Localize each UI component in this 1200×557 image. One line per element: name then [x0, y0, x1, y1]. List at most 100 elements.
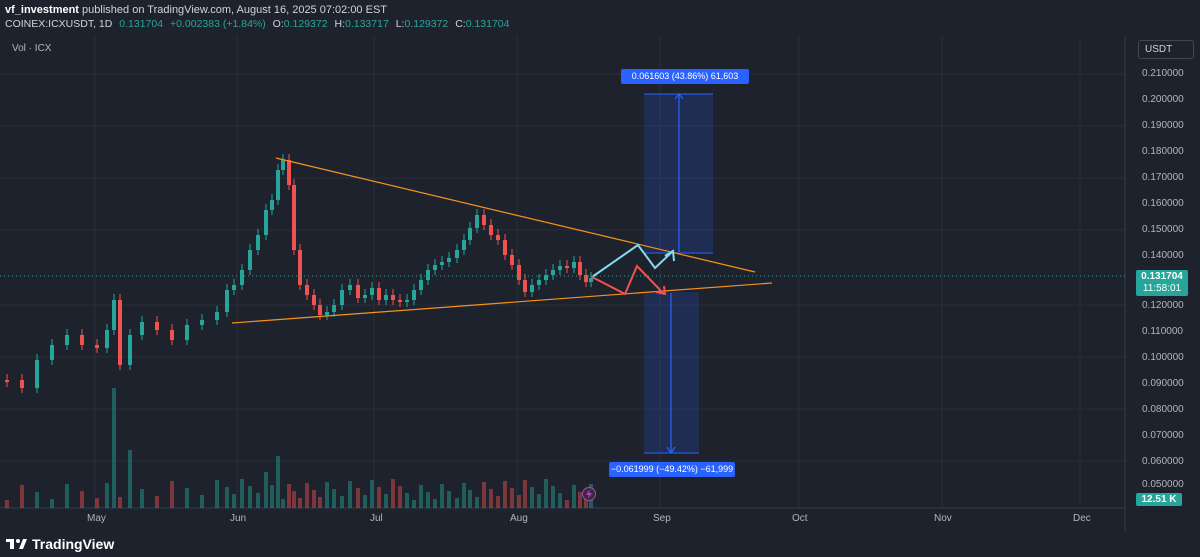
candle [340, 290, 344, 305]
volume-bar [232, 494, 236, 508]
candle [5, 380, 9, 382]
candle [112, 300, 116, 330]
current-price-badge: 0.131704 11:58:01 [1136, 270, 1188, 296]
price-tick: 0.080000 [1142, 404, 1184, 415]
volume-bar [298, 498, 302, 508]
tradingview-brand[interactable]: TradingView [6, 536, 114, 552]
volume-bar [447, 491, 451, 508]
candle [298, 250, 302, 285]
volume-bar [292, 491, 296, 508]
volume-series [5, 388, 593, 508]
volume-bar [170, 481, 174, 508]
volume-bar [482, 482, 486, 508]
candle [363, 295, 367, 298]
volume-badge: 12.51 K [1136, 493, 1182, 506]
low-label: L: [395, 18, 405, 30]
volume-bar [578, 492, 582, 508]
volume-bar [50, 499, 54, 508]
ohlc-legend: COINEX:ICXUSDT, 1D 0.131704 +0.002383 (+… [5, 18, 513, 30]
flash-icon[interactable] [582, 487, 596, 501]
chart-pane[interactable] [0, 36, 1200, 532]
volume-bar [340, 496, 344, 508]
publish-info: vf_investment published on TradingView.c… [5, 4, 387, 16]
candle [405, 300, 409, 302]
symbol-line[interactable]: COINEX:ICXUSDT, 1D [5, 18, 113, 30]
last-price: 0.131704 [119, 18, 164, 30]
volume-bar [112, 388, 116, 508]
candle [256, 235, 260, 250]
measure-down-label: −0.061999 (−49.42%) −61,999 [609, 462, 735, 477]
candle [240, 270, 244, 285]
candle [517, 265, 521, 280]
volume-bar [370, 480, 374, 508]
volume-bar [95, 498, 99, 508]
time-axis[interactable] [0, 508, 1125, 528]
volume-bar [35, 492, 39, 508]
candle [270, 200, 274, 210]
candle [50, 345, 54, 360]
brand-name: TradingView [32, 536, 115, 552]
candle [225, 290, 229, 312]
volume-bar [398, 486, 402, 508]
price-tick: 0.170000 [1142, 172, 1184, 183]
price-tick: 0.070000 [1142, 430, 1184, 441]
time-tick: Oct [792, 513, 808, 524]
volume-bar [225, 487, 229, 508]
footer [0, 532, 1200, 557]
candle [426, 270, 430, 280]
candle [589, 278, 593, 282]
volume-bar [348, 481, 352, 508]
candle [65, 335, 69, 345]
volume-bar [496, 496, 500, 508]
candle [35, 360, 39, 388]
candle [215, 312, 219, 320]
price-tick: 0.160000 [1142, 198, 1184, 209]
candle [584, 275, 588, 282]
volume-bar [240, 479, 244, 508]
volume-bar [405, 493, 409, 508]
price-tick: 0.060000 [1142, 456, 1184, 467]
candle [276, 170, 280, 200]
published-text: published on TradingView.com, August 16,… [82, 4, 388, 16]
candle [440, 262, 444, 265]
candle [572, 262, 576, 268]
price-tick: 0.100000 [1142, 352, 1184, 363]
volume-bar [128, 450, 132, 508]
candle [118, 300, 122, 365]
currency-button[interactable]: USDT [1138, 40, 1194, 59]
volume-bar [65, 484, 69, 508]
close-value: 0.131704 [465, 18, 510, 30]
candle [447, 258, 451, 262]
volume-bar [256, 493, 260, 508]
author-name[interactable]: vf_investment [5, 4, 79, 16]
volume-bar [544, 479, 548, 508]
price-tick: 0.150000 [1142, 224, 1184, 235]
volume-bar [412, 500, 416, 508]
volume-bar [377, 487, 381, 508]
time-tick: Jul [370, 513, 383, 524]
volume-bar [140, 489, 144, 508]
volume-bar [318, 497, 322, 508]
candle [185, 325, 189, 340]
candle [200, 320, 204, 325]
candle [530, 285, 534, 292]
candle [80, 335, 84, 345]
candle [281, 160, 285, 170]
price-tick: 0.190000 [1142, 120, 1184, 131]
volume-bar [551, 486, 555, 508]
candle [155, 322, 159, 330]
candle [482, 215, 486, 225]
volume-bar [455, 498, 459, 508]
candle [170, 330, 174, 340]
candle [312, 295, 316, 305]
high-value: 0.133717 [344, 18, 389, 30]
open-value: 0.129372 [283, 18, 328, 30]
volume-bar [215, 480, 219, 508]
volume-bar [5, 500, 9, 508]
candle [140, 322, 144, 335]
price-change: +0.002383 (+1.84%) [170, 18, 266, 30]
candle [332, 305, 336, 312]
lower-trendline [231, 282, 773, 324]
volume-indicator-label[interactable]: Vol · ICX [12, 43, 52, 54]
